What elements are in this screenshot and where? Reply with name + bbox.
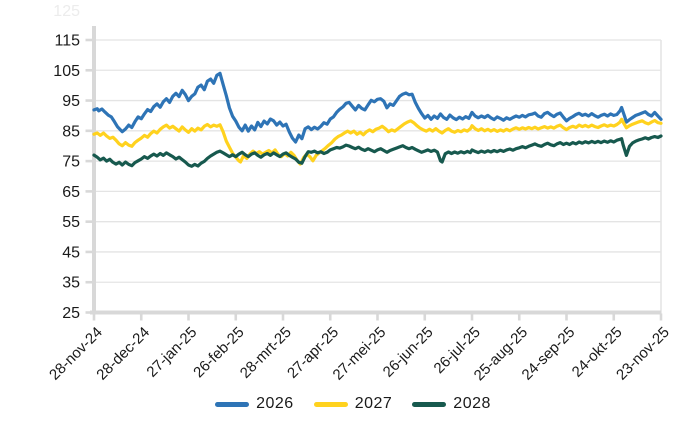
legend-item-2027: 2027 [313, 395, 393, 413]
y-axis-label: 105 [53, 63, 80, 80]
y-axis-label: 65 [62, 184, 80, 201]
series-line-2028 [92, 134, 663, 168]
legend-line-swatch-yellow [313, 401, 348, 407]
legend-label: 2026 [256, 395, 294, 412]
legend-line-swatch-blue [215, 401, 250, 407]
y-axis-label: 45 [62, 244, 80, 261]
y-axis-label: 55 [62, 214, 80, 231]
legend: 2026 2027 2028 [6, 395, 700, 413]
y-axis-label: 75 [62, 154, 80, 171]
legend-label: 2028 [453, 395, 491, 412]
legend-item-2028: 2028 [412, 395, 491, 413]
legend-item-2026: 2026 [215, 395, 294, 413]
y-axis-label: 25 [62, 305, 80, 322]
legend-line-swatch-green [412, 401, 447, 407]
x-axis-label: 26-jun-25 [380, 324, 437, 381]
gridlines [94, 39, 662, 315]
y-axis-label-cropped: 125 [53, 3, 80, 20]
legend-label: 2027 [354, 395, 393, 412]
series-line-2026 [92, 71, 663, 144]
series-line-2027 [92, 117, 663, 166]
x-axis-labels: 28-nov-2428-dec-2427-jan-2526-feb-2528-m… [46, 324, 673, 384]
y-axis-label: 115 [54, 33, 80, 50]
y-axis-label: 85 [62, 123, 80, 140]
y-axis-labels: 115 105 95 85 75 65 55 45 35 25 125 [53, 3, 80, 322]
y-axis-label: 35 [62, 275, 80, 292]
y-axis-label: 95 [62, 93, 80, 110]
data-series [92, 71, 663, 168]
axes [85, 26, 663, 321]
